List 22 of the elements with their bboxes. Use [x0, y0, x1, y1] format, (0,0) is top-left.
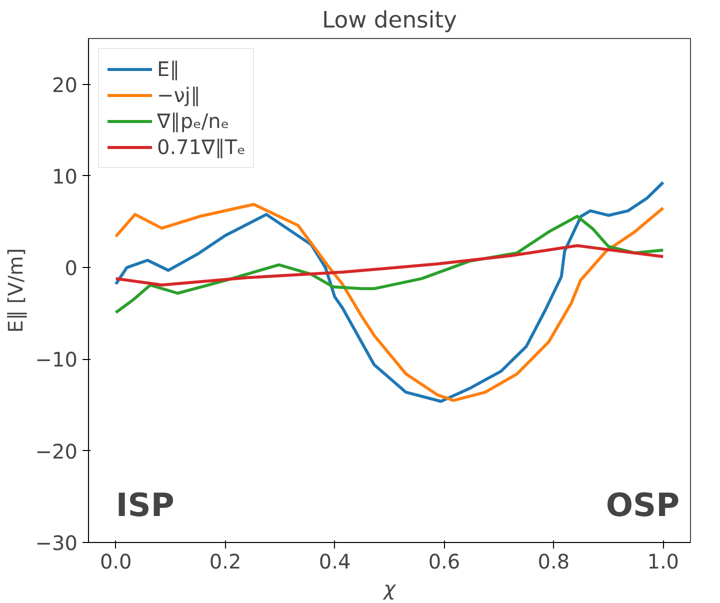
y-axis-title: E∥ [V/m]: [3, 248, 28, 333]
x-tick-label: 0.0: [100, 550, 132, 574]
annotation: ISP: [116, 486, 174, 524]
legend-label: E∥: [157, 57, 180, 81]
chart-title: Low density: [322, 8, 457, 34]
annotation: OSP: [606, 486, 680, 524]
line-series: [114, 244, 665, 286]
legend-label: 0.71∇∥Tₑ: [157, 135, 246, 159]
y-tick-label: −20: [35, 439, 78, 464]
x-tick-label: 0.2: [209, 550, 242, 574]
y-tick-label: 20: [52, 72, 78, 97]
y-tick-label: 0: [64, 256, 78, 280]
legend-label: ∇∥pₑ/nₑ: [157, 109, 230, 133]
legend-label: −νj∥: [157, 83, 200, 107]
y-tick-label: 10: [52, 164, 78, 188]
x-tick-label: 0.6: [428, 550, 460, 574]
x-axis-title: χ: [382, 576, 397, 600]
y-tick-label: −10: [35, 348, 78, 372]
x-tick-label: 0.4: [318, 550, 351, 574]
x-tick-label: 1.0: [647, 550, 680, 574]
y-tick-label: −30: [35, 531, 78, 555]
x-tick-label: 0.8: [538, 550, 570, 574]
